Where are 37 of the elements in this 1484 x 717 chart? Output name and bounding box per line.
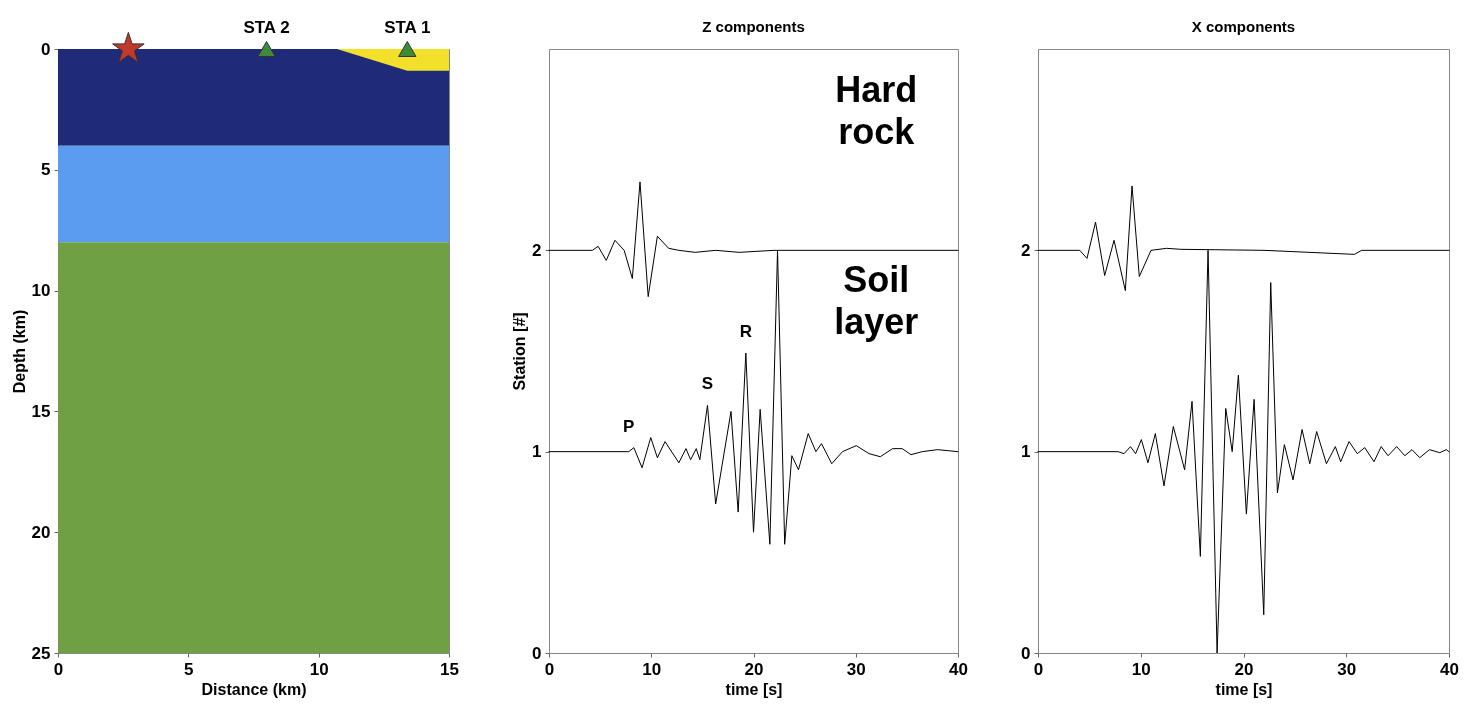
annotation: STA 2 [243,18,290,37]
x-axis-title: time [s] [1215,680,1273,698]
x-tick-label: 40 [1440,659,1459,679]
annotation: P [623,416,635,436]
y-tick-label: 5 [41,160,51,180]
x-tick-label: 5 [184,659,194,679]
x-tick-label: 40 [949,659,968,679]
x-tick-label: 20 [1234,659,1254,679]
x-tick-label: 10 [1131,659,1151,679]
y-tick-label: 20 [31,522,51,542]
x-tick-label: 30 [1337,659,1357,679]
x-tick-label: 30 [846,659,866,679]
x-axis-title: time [s] [725,680,783,698]
annotation: Hard rock [835,69,918,152]
y-tick-label: 2 [532,240,542,260]
y-tick-label: 0 [41,39,51,59]
y-tick-label: 1 [532,442,542,462]
x-tick-label: 10 [642,659,662,679]
y-tick-label: 1 [1021,442,1031,462]
y-tick-label: 25 [31,643,51,663]
y-tick-label: 0 [1021,643,1031,663]
chart-title: X components [1191,18,1296,35]
annotation: S [701,374,714,394]
y-axis-title: Station [#] [511,312,529,391]
y-tick-label: 15 [31,401,51,421]
x-tick-label: 15 [440,659,459,679]
annotation: R [739,322,752,342]
x-axis-title: Distance (km) [201,680,307,698]
y-axis-title: Depth (km) [10,309,28,394]
y-tick-label: 2 [1021,240,1031,260]
annotation: STA 1 [384,18,431,37]
y-tick-label: 10 [31,281,51,301]
y-tick-label: 0 [532,643,542,663]
x-tick-label: 20 [744,659,764,679]
chart-title: Z components [702,18,805,35]
x-tick-label: 10 [309,659,329,679]
annotation: Soil layer [834,259,919,342]
